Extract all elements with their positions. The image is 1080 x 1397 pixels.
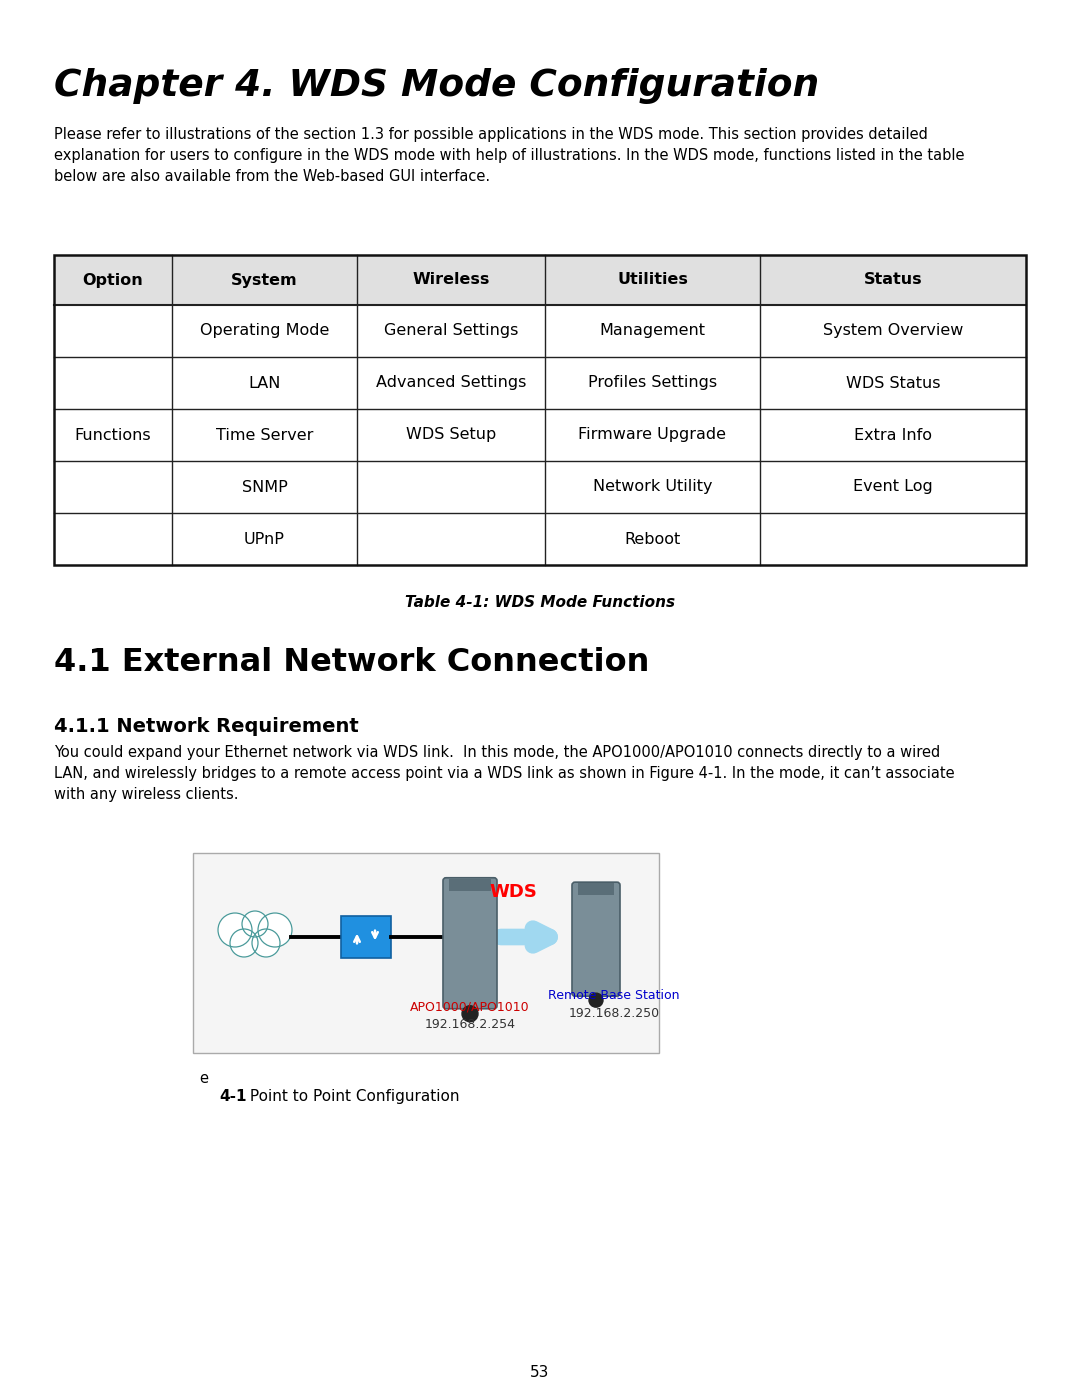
Text: Wireless: Wireless <box>413 272 489 288</box>
Bar <box>193 854 659 1053</box>
Circle shape <box>252 929 280 957</box>
Text: Event Log: Event Log <box>853 479 933 495</box>
Circle shape <box>589 993 603 1007</box>
Text: You could expand your Ethernet network via WDS link.  In this mode, the APO1000/: You could expand your Ethernet network v… <box>54 745 941 760</box>
Text: Chapter 4. WDS Mode Configuration: Chapter 4. WDS Mode Configuration <box>54 68 820 103</box>
Text: 192.168.2.250: 192.168.2.250 <box>568 1007 660 1020</box>
Bar <box>54 256 1026 305</box>
Text: Utilities: Utilities <box>617 272 688 288</box>
Text: Functions: Functions <box>75 427 151 443</box>
Text: 4.1.1 Network Requirement: 4.1.1 Network Requirement <box>54 717 359 736</box>
Text: Status: Status <box>864 272 922 288</box>
Bar <box>341 916 391 958</box>
Circle shape <box>230 929 258 957</box>
Text: UPnP: UPnP <box>244 531 285 546</box>
Text: with any wireless clients.: with any wireless clients. <box>54 787 239 802</box>
FancyBboxPatch shape <box>572 882 620 996</box>
FancyBboxPatch shape <box>443 877 497 1009</box>
Text: below are also available from the Web-based GUI interface.: below are also available from the Web-ba… <box>54 169 490 184</box>
Text: General Settings: General Settings <box>383 324 518 338</box>
Bar <box>54 256 1026 564</box>
Text: 192.168.2.254: 192.168.2.254 <box>424 1018 515 1031</box>
Circle shape <box>462 1006 478 1021</box>
Text: Reboot: Reboot <box>624 531 680 546</box>
Bar <box>578 883 615 895</box>
Circle shape <box>242 911 268 937</box>
Circle shape <box>258 914 292 947</box>
Text: WDS: WDS <box>489 883 537 901</box>
Text: Option: Option <box>83 272 144 288</box>
Text: Profiles Settings: Profiles Settings <box>588 376 717 391</box>
Text: 4-1: 4-1 <box>219 1090 246 1104</box>
Text: 4.1 External Network Connection: 4.1 External Network Connection <box>54 647 649 678</box>
Text: APO1000/APO1010: APO1000/APO1010 <box>410 1002 530 1014</box>
Text: Network Utility: Network Utility <box>593 479 712 495</box>
Text: explanation for users to configure in the WDS mode with help of illustrations. I: explanation for users to configure in th… <box>54 148 964 163</box>
Text: Time Server: Time Server <box>216 427 313 443</box>
Text: WDS Status: WDS Status <box>846 376 941 391</box>
Text: WDS Setup: WDS Setup <box>406 427 496 443</box>
Text: Management: Management <box>599 324 705 338</box>
Circle shape <box>218 914 252 947</box>
Text: Point to Point Configuration: Point to Point Configuration <box>245 1090 459 1104</box>
Text: System: System <box>231 272 298 288</box>
Bar <box>449 879 491 891</box>
Text: Operating Mode: Operating Mode <box>200 324 329 338</box>
Text: Advanced Settings: Advanced Settings <box>376 376 526 391</box>
Text: Table 4-1: WDS Mode Functions: Table 4-1: WDS Mode Functions <box>405 595 675 610</box>
Text: LAN, and wirelessly bridges to a remote access point via a WDS link as shown in : LAN, and wirelessly bridges to a remote … <box>54 766 955 781</box>
Text: System Overview: System Overview <box>823 324 963 338</box>
Text: Please refer to illustrations of the section 1.3 for possible applications in th: Please refer to illustrations of the sec… <box>54 127 928 142</box>
Text: e: e <box>199 1071 208 1085</box>
Text: LAN: LAN <box>248 376 281 391</box>
Text: 53: 53 <box>530 1365 550 1380</box>
Text: Remote Base Station: Remote Base Station <box>549 989 679 1002</box>
Text: Extra Info: Extra Info <box>854 427 932 443</box>
Text: Firmware Upgrade: Firmware Upgrade <box>579 427 727 443</box>
Text: SNMP: SNMP <box>242 479 287 495</box>
